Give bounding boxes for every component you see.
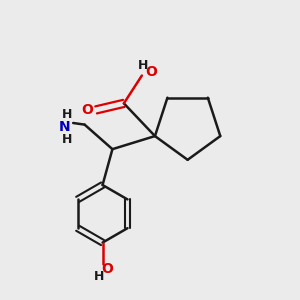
- Text: O: O: [101, 262, 113, 276]
- Text: O: O: [81, 103, 93, 117]
- Text: H: H: [61, 108, 72, 121]
- Text: H: H: [61, 133, 72, 146]
- Text: N: N: [59, 120, 71, 134]
- Text: H: H: [94, 270, 104, 283]
- Text: H: H: [138, 59, 149, 72]
- Text: O: O: [145, 65, 157, 79]
